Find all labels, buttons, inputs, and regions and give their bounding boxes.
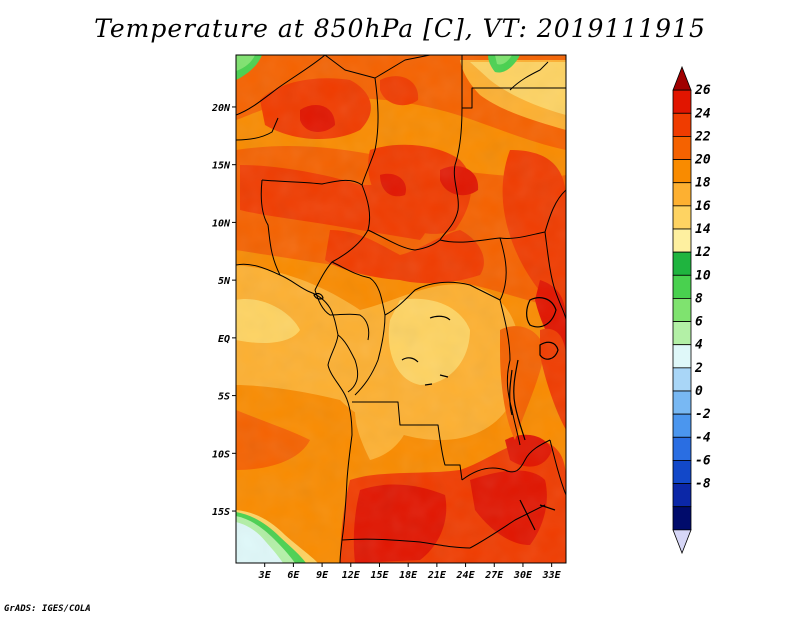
colorbar-swatch	[672, 344, 692, 369]
temperature-field	[236, 55, 566, 563]
colorbar-label: 2	[694, 361, 703, 376]
colorbar-swatch	[672, 65, 692, 91]
colorbar-swatch	[672, 390, 692, 415]
lon-tick-label: 24E	[456, 570, 476, 581]
lon-tick-label: 9E	[316, 570, 329, 581]
colorbar-swatch	[672, 182, 692, 207]
longitude-axis: 3E 6E 9E 12E 15E 18E 21E 24E 27E 30E 33E	[258, 563, 562, 581]
colorbar-swatch	[672, 159, 692, 184]
lat-tick-label: 20N	[211, 103, 231, 114]
colorbar-label: 12	[695, 245, 711, 260]
lon-tick-label: 21E	[427, 570, 447, 581]
colorbar-label: -2	[695, 407, 711, 422]
lat-tick-label: 10S	[212, 449, 230, 460]
colorbar-label: 4	[695, 338, 703, 353]
lat-tick-label: EQ	[218, 334, 230, 345]
colorbar-label: 16	[695, 199, 711, 214]
colorbar-label: 0	[695, 384, 703, 399]
colorbar-label: -6	[695, 453, 711, 468]
colorbar-label: -4	[695, 430, 711, 445]
map-title: Temperature at 850hPa [C], VT: 201911191…	[94, 14, 706, 43]
colorbar-swatch	[672, 529, 692, 555]
colorbar-swatch	[672, 460, 692, 484]
colorbar-swatch	[672, 136, 692, 160]
colorbar-swatch	[672, 274, 692, 299]
colorbar-swatch	[672, 251, 692, 276]
colorbar-label: 10	[695, 268, 711, 283]
colorbar-label: 22	[694, 129, 711, 144]
colorbar-label: -8	[695, 477, 711, 492]
colorbar-label: 20	[694, 153, 711, 168]
country-borders	[236, 55, 566, 563]
lat-tick-label: 5N	[218, 276, 231, 287]
lakes	[313, 292, 559, 531]
colorbar-swatch	[672, 89, 692, 114]
colorbar-swatch	[672, 228, 692, 253]
lon-tick-label: 6E	[287, 570, 300, 581]
colorbar-label: 26	[694, 83, 711, 98]
map-frame	[235, 54, 567, 564]
latitude-axis: 20N 15N 10N 5N EQ 5S 10S 15S	[211, 103, 236, 518]
lat-tick-label: 15N	[212, 161, 231, 172]
lon-tick-label: 30E	[513, 570, 533, 581]
colorbar-swatch	[672, 205, 692, 230]
lat-tick-label: 5S	[218, 392, 230, 403]
colorbar-swatch	[672, 367, 692, 392]
colorbar-swatch	[672, 436, 692, 461]
lat-tick-label: 10N	[212, 218, 231, 229]
lat-tick-label: 15S	[212, 507, 230, 518]
colorbar-swatch	[672, 413, 692, 438]
lon-tick-label: 12E	[342, 570, 361, 581]
colorbar-swatch	[672, 298, 692, 322]
lon-tick-label: 15E	[370, 570, 389, 581]
colorbar-label: 24	[694, 106, 711, 121]
lon-tick-label: 33E	[542, 570, 562, 581]
grads-credit: GrADS: IGES/COLA	[4, 604, 91, 614]
colorbar-swatch	[672, 112, 692, 137]
lon-tick-label: 18E	[399, 570, 418, 581]
colorbar-label: 14	[695, 222, 711, 237]
colorbar-swatch	[672, 483, 692, 508]
colorbar-label: 8	[695, 291, 703, 306]
colorbar-label: 18	[695, 176, 711, 191]
lon-tick-label: 27E	[484, 570, 504, 581]
colorbar-swatch	[672, 321, 692, 346]
colorbar-swatch	[672, 506, 692, 531]
colorbar-label: 6	[695, 315, 703, 330]
lon-tick-label: 3E	[258, 570, 272, 581]
